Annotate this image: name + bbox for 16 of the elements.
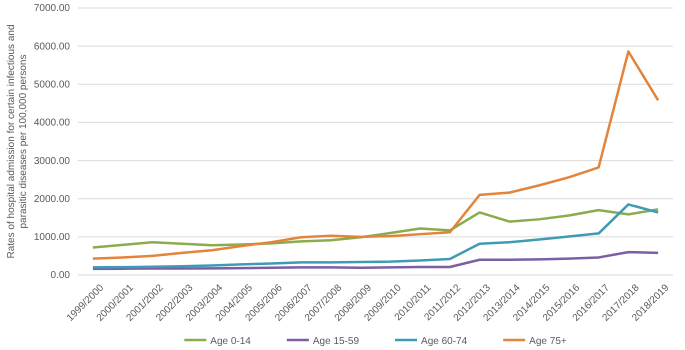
y-tick-label: 5000.00 [34,79,70,90]
line-series [92,250,660,270]
legend-label: Age 60-74 [421,336,468,347]
y-axis-title: Rates of hospital admission for certain infectious and parasitic diseases per 100,000 persons [6,24,29,259]
y-tick-label: 7000.00 [34,3,70,14]
legend-label: Age 0-14 [210,336,252,347]
y-tick-label: 2000.00 [34,194,70,205]
line-series [92,203,660,269]
y-tick-label: 0.00 [50,270,70,282]
legend-label: Age 15-59 [312,336,360,347]
line-series [92,50,660,260]
y-tick-label: 1000.00 [34,232,70,244]
y-tick-label: 4000.00 [34,118,70,129]
legend-label: Age 75+ [529,336,567,347]
y-tick-label: 6000.00 [34,41,70,52]
y-tick-label: 3000.00 [34,156,70,167]
